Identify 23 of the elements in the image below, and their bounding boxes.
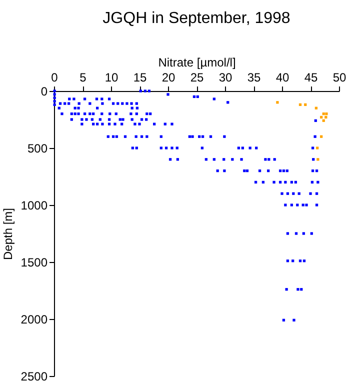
x-tick-label: 5 bbox=[80, 70, 87, 84]
x-tick-label: 15 bbox=[133, 70, 147, 84]
y-tick-label: 1500 bbox=[20, 256, 48, 270]
y-tick-label: 1000 bbox=[20, 198, 48, 212]
x-tick-label: 40 bbox=[276, 70, 290, 84]
x-tick-label: 0 bbox=[51, 70, 58, 84]
y-tick-label: 2000 bbox=[20, 312, 48, 326]
x-tick-label: 10 bbox=[104, 70, 118, 84]
x-tick-label: 45 bbox=[304, 70, 318, 84]
x-tick-label: 50 bbox=[332, 70, 346, 84]
y-tick-label: 2500 bbox=[20, 370, 48, 384]
x-tick-label: 25 bbox=[190, 70, 204, 84]
x-tick-label: 20 bbox=[162, 70, 176, 84]
point bbox=[316, 146, 319, 150]
y-tick-label: 0 bbox=[40, 84, 48, 98]
y-axis-title: Depth [m] bbox=[0, 208, 15, 260]
x-tick-label: 30 bbox=[218, 70, 232, 84]
point bbox=[276, 101, 279, 104]
chart-title: JGQH in September, 1998 bbox=[102, 10, 290, 27]
y-tick-label: 500 bbox=[27, 142, 48, 156]
x-axis-title: Nitrate [µmol/l] bbox=[158, 56, 236, 70]
x-tick-label: 35 bbox=[247, 70, 261, 84]
point bbox=[325, 112, 328, 116]
